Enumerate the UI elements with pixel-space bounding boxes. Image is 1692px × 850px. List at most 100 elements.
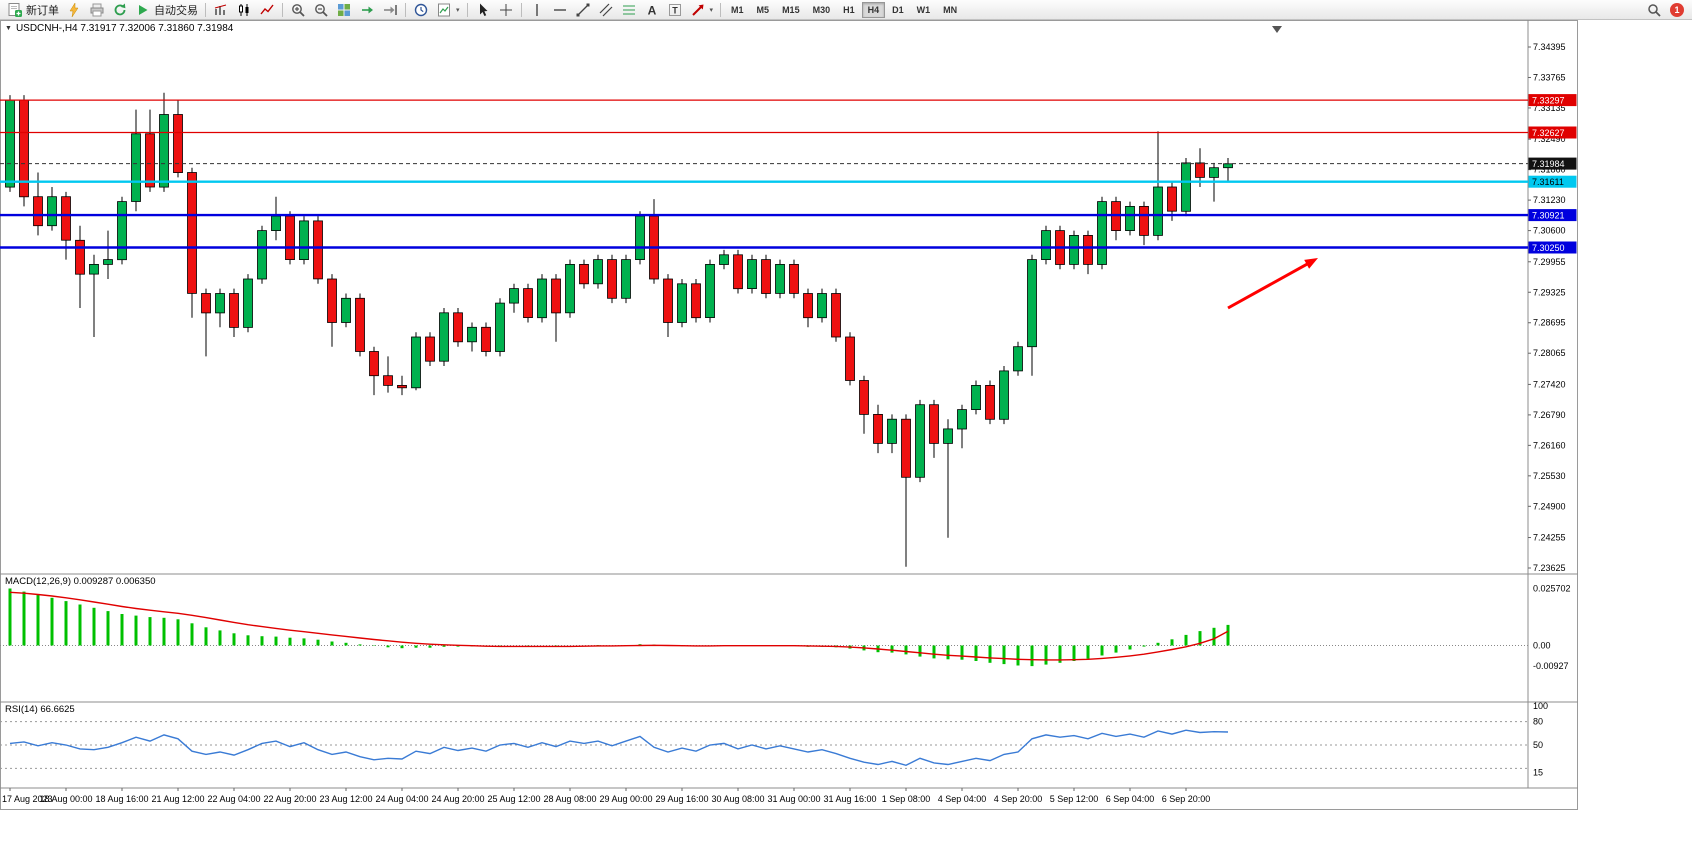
svg-text:7.26790: 7.26790 xyxy=(1533,410,1566,420)
toolbar-separator xyxy=(520,2,522,17)
svg-text:28 Aug 08:00: 28 Aug 08:00 xyxy=(543,794,596,804)
shift-icon xyxy=(384,4,397,15)
toolbar-separator xyxy=(466,2,468,17)
timeframe-MN[interactable]: MN xyxy=(937,2,963,18)
auto-scroll-button[interactable] xyxy=(356,1,378,19)
channel-button[interactable] xyxy=(595,1,617,19)
new-order-icon xyxy=(8,2,22,17)
chart-line-button[interactable] xyxy=(256,1,278,19)
text-button[interactable]: A xyxy=(641,1,663,19)
svg-text:7.31230: 7.31230 xyxy=(1533,195,1566,205)
chart-line-icon xyxy=(260,4,274,14)
channel-icon xyxy=(599,3,612,16)
timeframe-H4[interactable]: H4 xyxy=(861,1,886,18)
notification-badge[interactable]: 1 xyxy=(1670,2,1684,17)
trend-arrow[interactable] xyxy=(1227,258,1318,310)
chevron-down-icon: ▾ xyxy=(709,6,714,14)
new-order-button-label: 新订单 xyxy=(26,4,59,17)
price-tag: 7.31611 xyxy=(1528,175,1577,188)
chart-frame xyxy=(0,20,1578,810)
search-button[interactable] xyxy=(1643,1,1665,19)
arrows-button[interactable]: ▾ xyxy=(687,1,717,19)
chart-window: 7.34395 7.33765 7.33135 7.32490 7.31860 7.312… xyxy=(0,20,1578,810)
svg-text:50: 50 xyxy=(1533,740,1543,750)
cursor-button[interactable] xyxy=(472,1,494,19)
print-button[interactable] xyxy=(86,1,108,19)
label-button[interactable]: T xyxy=(664,1,686,19)
template-icon xyxy=(438,3,450,16)
zoom-in-icon xyxy=(292,3,305,17)
toolbar-separator xyxy=(282,2,283,17)
tile-icon xyxy=(338,3,350,16)
new-order-button[interactable]: 新订单 xyxy=(4,1,62,19)
timeframe-M5[interactable]: M5 xyxy=(751,2,776,18)
crosshair-icon xyxy=(499,3,512,16)
macd-axis[interactable]: 0.025702 0.00 -0.00927 xyxy=(1533,584,1571,672)
svg-text:7.28695: 7.28695 xyxy=(1533,318,1566,328)
svg-text:22 Aug 20:00: 22 Aug 20:00 xyxy=(263,794,316,804)
svg-text:1 Sep 08:00: 1 Sep 08:00 xyxy=(882,794,931,804)
svg-text:23 Aug 12:00: 23 Aug 12:00 xyxy=(319,794,372,804)
autotrade-button[interactable]: 自动交易 xyxy=(132,1,201,19)
chart-candles-button[interactable] xyxy=(233,1,255,19)
svg-text:7.31984: 7.31984 xyxy=(1532,159,1565,169)
rsi-axis[interactable]: 100 80 50 15 xyxy=(1533,701,1548,777)
chart-bars-icon xyxy=(214,4,227,15)
price-chart[interactable]: 7.34395 7.33765 7.33135 7.32490 7.31860 7.312… xyxy=(0,20,1578,810)
svg-text:4 Sep 20:00: 4 Sep 20:00 xyxy=(994,794,1043,804)
lightning-button[interactable] xyxy=(63,1,85,19)
toolbar-separator xyxy=(720,2,722,17)
svg-text:25 Aug 12:00: 25 Aug 12:00 xyxy=(487,794,540,804)
svg-text:7.27420: 7.27420 xyxy=(1533,379,1566,389)
svg-text:15: 15 xyxy=(1533,767,1543,777)
vline-button[interactable] xyxy=(526,1,548,19)
chart-shift-button[interactable] xyxy=(379,1,401,19)
timeframe-D1[interactable]: D1 xyxy=(886,2,910,18)
toolbar: 新订单 自动交易 ▾ A T ▾ M1 M5 M15 M30 H1 H4 D1 W1 MN 1 xyxy=(0,0,1692,20)
toolbar-separator xyxy=(405,2,406,17)
fibonacci-button[interactable] xyxy=(618,1,640,19)
chart-bars-button[interactable] xyxy=(210,1,232,19)
template-button[interactable]: ▾ xyxy=(433,1,463,19)
price-axis[interactable]: 7.34395 7.33765 7.33135 7.32490 7.31860 7.312… xyxy=(1528,42,1566,573)
vline-icon xyxy=(535,3,538,16)
price-tag: 7.30921 xyxy=(1528,209,1577,222)
zoom-out-button[interactable] xyxy=(310,1,332,19)
clock-icon xyxy=(414,3,428,16)
refresh-button[interactable] xyxy=(109,1,131,19)
svg-text:31 Aug 16:00: 31 Aug 16:00 xyxy=(823,794,876,804)
period-menu-button[interactable] xyxy=(410,1,432,19)
tile-windows-button[interactable] xyxy=(333,1,355,19)
cursor-icon xyxy=(479,3,488,16)
svg-text:7.28065: 7.28065 xyxy=(1533,348,1566,358)
svg-text:-0.00927: -0.00927 xyxy=(1533,661,1569,671)
svg-text:29 Aug 00:00: 29 Aug 00:00 xyxy=(599,794,652,804)
trendline-button[interactable] xyxy=(572,1,594,19)
svg-text:31 Aug 00:00: 31 Aug 00:00 xyxy=(767,794,820,804)
svg-text:18 Aug 00:00: 18 Aug 00:00 xyxy=(39,794,92,804)
toolbar-separator xyxy=(205,2,206,17)
horizontal-lines[interactable] xyxy=(0,99,1528,249)
svg-text:7.32490: 7.32490 xyxy=(1533,134,1566,144)
autotrade-button-label: 自动交易 xyxy=(154,4,198,17)
text-a-icon: A xyxy=(647,3,656,17)
crosshair-button[interactable] xyxy=(495,1,517,19)
timeframe-M30[interactable]: M30 xyxy=(807,2,837,18)
scroll-icon xyxy=(362,6,373,13)
timeframe-H1[interactable]: H1 xyxy=(837,2,861,18)
svg-text:7.33297: 7.33297 xyxy=(1532,96,1565,106)
svg-text:7.30250: 7.30250 xyxy=(1532,243,1565,253)
hline-icon xyxy=(553,8,566,11)
timeframe-W1[interactable]: W1 xyxy=(911,2,937,18)
svg-text:29 Aug 16:00: 29 Aug 16:00 xyxy=(655,794,708,804)
chart-shift-marker[interactable] xyxy=(1272,26,1282,33)
timeframe-M15[interactable]: M15 xyxy=(776,2,806,18)
svg-text:22 Aug 04:00: 22 Aug 04:00 xyxy=(207,794,260,804)
zoom-out-icon xyxy=(315,3,328,17)
svg-text:7.26160: 7.26160 xyxy=(1533,440,1566,450)
hline-button[interactable] xyxy=(549,1,571,19)
price-tag: 7.33297 xyxy=(1528,94,1577,107)
timeframe-M1[interactable]: M1 xyxy=(725,2,750,18)
zoom-in-button[interactable] xyxy=(287,1,309,19)
